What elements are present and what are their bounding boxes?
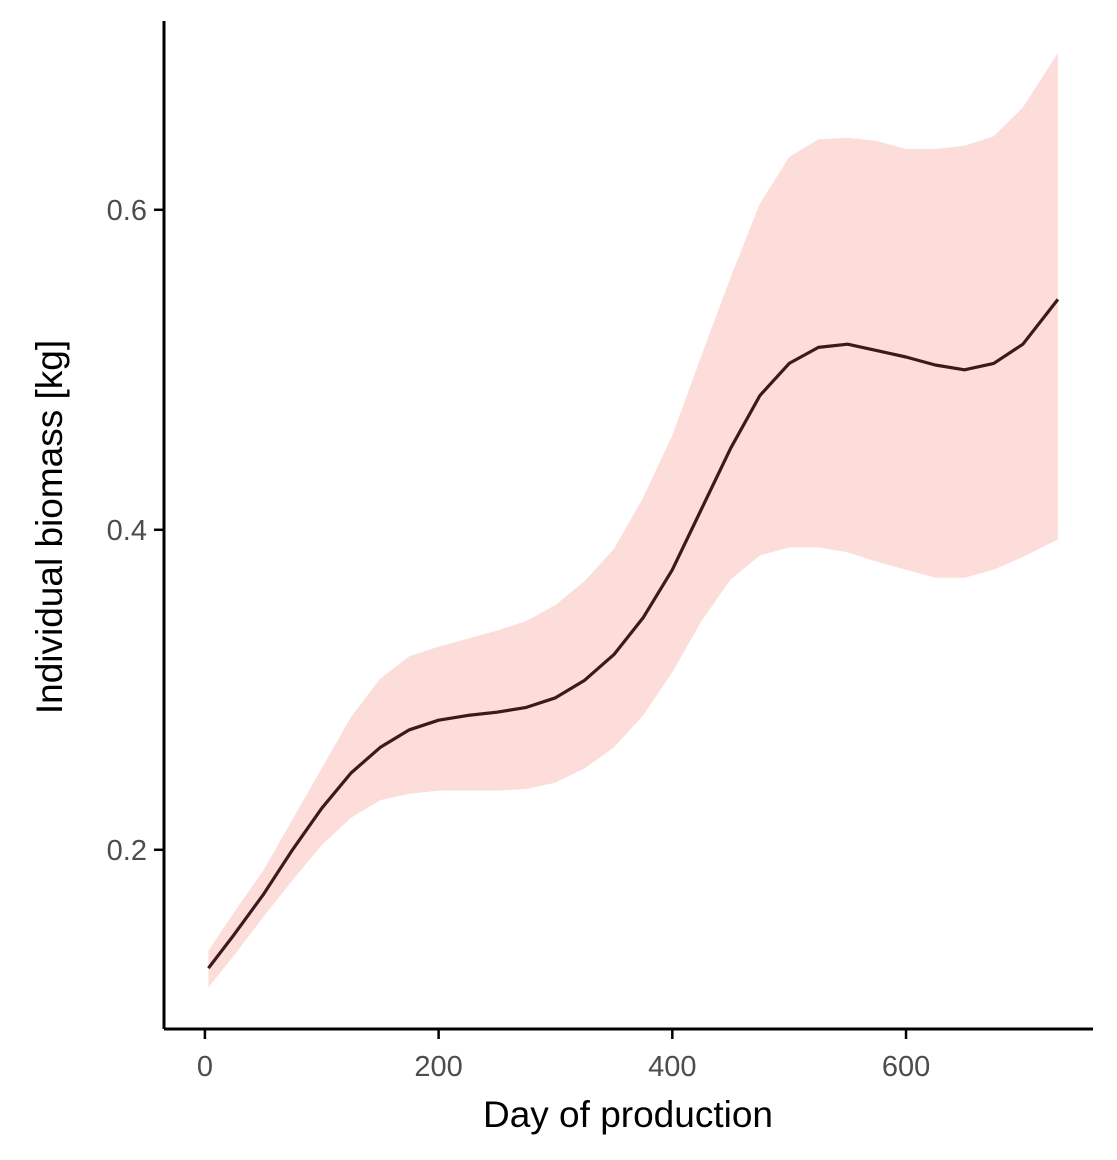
trend-line [207,298,1060,970]
x-axis-title: Day of production [483,1094,773,1135]
confidence-band [208,53,1058,988]
y-tick-label: 0.4 [107,515,147,547]
y-tick-label: 0.2 [107,835,147,867]
x-tick-label: 600 [882,1051,930,1083]
y-tick-label: 0.6 [107,195,147,227]
y-axis-ticks: 0.2 0.4 0.6 [107,195,164,867]
y-axis-title: Individual biomass [kg] [29,340,70,714]
x-tick-label: 0 [197,1051,213,1083]
x-tick-label: 400 [648,1051,696,1083]
x-axis-ticks: 0 200 400 600 [197,1029,930,1083]
x-tick-label: 200 [414,1051,462,1083]
plot-area [207,53,1060,988]
